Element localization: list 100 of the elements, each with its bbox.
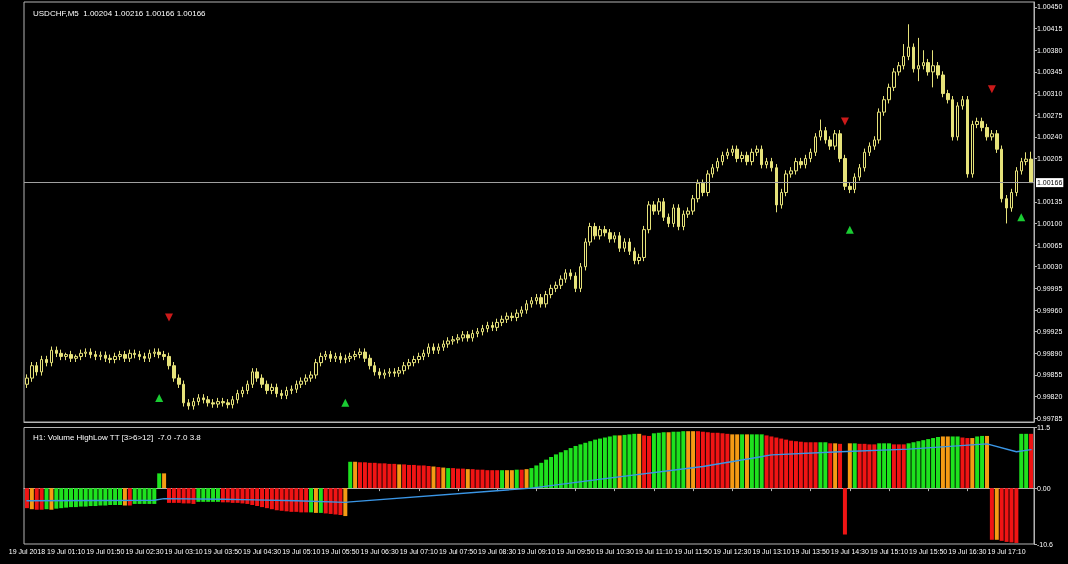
bar — [426, 465, 431, 489]
candlestick — [858, 163, 861, 182]
candlestick — [868, 141, 871, 157]
bar — [666, 432, 671, 489]
bar — [289, 488, 294, 512]
bar — [122, 488, 127, 506]
candlestick — [378, 367, 381, 380]
candlestick — [383, 368, 386, 380]
candlestick — [765, 157, 768, 169]
bar — [1004, 488, 1009, 542]
bar — [333, 488, 338, 515]
bar — [382, 463, 387, 489]
point — [987, 85, 996, 94]
candlestick — [241, 386, 244, 398]
bar — [617, 435, 622, 489]
bar — [39, 488, 44, 510]
bar — [862, 443, 867, 489]
bar — [142, 488, 147, 504]
candlestick — [775, 163, 778, 213]
text: USDCHF,M5 1.00204 1.00216 1.00166 1.00166 — [33, 8, 207, 18]
bar — [838, 443, 843, 489]
bar — [715, 432, 720, 489]
bar — [730, 434, 735, 489]
bar — [833, 443, 838, 489]
text: H1: Volume HighLow TT [3>6>12] -7.0 -7.0 3.8 — [33, 432, 202, 442]
bar — [529, 468, 534, 489]
bar — [877, 443, 882, 489]
candlestick — [863, 148, 866, 172]
bar — [509, 470, 514, 489]
bar — [622, 434, 627, 489]
candlestick — [1005, 194, 1008, 224]
bar — [970, 438, 975, 489]
bar — [759, 434, 764, 489]
candlestick — [246, 380, 249, 395]
bar — [686, 431, 691, 489]
bar — [901, 444, 906, 489]
candlestick — [148, 349, 151, 363]
candlestick — [579, 262, 582, 293]
candlestick — [1010, 188, 1013, 213]
candlestick — [677, 203, 680, 231]
bar — [1009, 488, 1014, 543]
bar — [240, 488, 245, 504]
candlestick — [961, 95, 964, 111]
candlestick — [285, 386, 288, 400]
candlestick — [726, 148, 729, 160]
bar — [994, 488, 999, 540]
bar — [24, 488, 29, 509]
candlestick — [912, 42, 915, 74]
candlestick — [290, 385, 293, 395]
point — [341, 398, 350, 407]
bar — [436, 467, 441, 489]
candlestick — [476, 327, 479, 338]
bar — [627, 434, 632, 489]
bar — [500, 470, 505, 489]
bar — [49, 488, 54, 510]
bar — [1019, 433, 1024, 489]
candlestick — [89, 347, 92, 359]
bar — [313, 488, 318, 513]
bar — [916, 441, 921, 489]
candlestick — [486, 321, 489, 333]
bar — [744, 434, 749, 489]
bar — [137, 488, 142, 504]
candlestick — [770, 157, 773, 172]
bar — [29, 488, 34, 510]
candlestick — [138, 350, 141, 361]
candlestick — [339, 352, 342, 364]
bar — [54, 488, 59, 509]
bar — [852, 443, 857, 489]
bar — [441, 467, 446, 489]
candlestick — [40, 355, 43, 377]
bar — [828, 443, 833, 489]
bar — [343, 488, 348, 517]
bar — [818, 442, 823, 489]
candlestick — [618, 231, 621, 253]
candlestick — [334, 352, 337, 363]
bar — [637, 433, 642, 489]
candlestick — [672, 203, 675, 228]
candlestick — [667, 213, 670, 228]
candlestick — [716, 157, 719, 172]
candlestick — [192, 397, 195, 411]
bar — [162, 473, 167, 489]
bar — [465, 469, 470, 489]
point — [840, 117, 849, 126]
bar — [338, 488, 343, 516]
bar — [661, 432, 666, 489]
candlestick — [280, 389, 283, 400]
candlestick — [966, 95, 969, 179]
bar — [764, 435, 769, 489]
candlestick — [814, 132, 817, 157]
bar — [975, 436, 980, 489]
candlestick — [917, 37, 920, 82]
candlestick — [809, 148, 812, 163]
bar — [740, 434, 745, 489]
candlestick — [819, 119, 822, 142]
bar — [720, 433, 725, 489]
bar — [460, 468, 465, 489]
bar — [573, 445, 578, 489]
bar — [353, 461, 358, 489]
candlestick — [481, 324, 484, 336]
bar — [813, 442, 818, 489]
